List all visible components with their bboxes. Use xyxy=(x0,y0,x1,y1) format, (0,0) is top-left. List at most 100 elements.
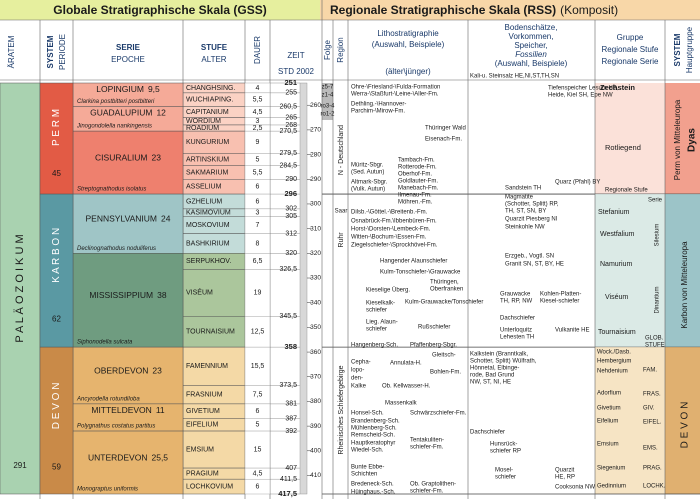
regional-unit: Givetium xyxy=(597,406,621,412)
time-tick-label: 340 xyxy=(310,299,321,306)
col-hs: SYSTEM xyxy=(673,33,682,66)
col-boden: Vorkommen, xyxy=(509,32,554,41)
litho-unit: Ohre-\Friesland-\Fulda-Formation xyxy=(351,85,440,91)
time-tick-label: 280 xyxy=(310,151,321,158)
col-zeit: ZEIT xyxy=(287,51,304,60)
col-stufe: STUFE xyxy=(201,43,228,52)
litho-unit: Hangender Alaunschiefer xyxy=(380,259,447,265)
time-tick-label: 300 xyxy=(310,201,321,208)
litho-unit: Manebach-Fm. xyxy=(398,186,439,192)
stage-name: GZHELIUM xyxy=(186,198,222,205)
stage-name: EIFELIUM xyxy=(186,422,218,429)
litho-unit: Remscheid-Sch. xyxy=(351,433,395,439)
stage-name: SERPUKHOV. xyxy=(186,258,231,265)
litho-unit: Schichten xyxy=(351,472,377,478)
series-box xyxy=(72,346,184,405)
litho-unit: Altmark-Sbgr. xyxy=(351,180,388,186)
litho-unit: Müritz-Sbgr. xyxy=(351,163,384,169)
col-reg-stufe: Regionale Stufe xyxy=(602,45,659,54)
rss-gruppe-bg xyxy=(595,83,665,195)
stage-duration: 6 xyxy=(256,198,260,205)
time-tick-label: 360 xyxy=(310,349,321,356)
system-name: D E V O N xyxy=(51,383,62,430)
region: Saar xyxy=(335,209,348,215)
col-serie: SERIE xyxy=(116,43,141,52)
resource: Heide, Kiel SH, Epe NW xyxy=(548,93,613,99)
series-label: MISSISSIPPIUM 38 xyxy=(89,290,166,300)
duration-cell xyxy=(244,269,271,317)
litho-unit: Kalke xyxy=(351,384,367,390)
regional-unit: Stefanium xyxy=(598,209,630,216)
regional-unit: Gedinnium xyxy=(597,484,626,490)
series-fossil: Jinogondolella nankingensis xyxy=(76,124,152,130)
system-duration: 62 xyxy=(52,315,61,324)
resource: Lehesten TH xyxy=(500,335,534,341)
litho-unit: Möhren.-Fm. xyxy=(398,200,433,206)
stage-duration: 5 xyxy=(256,156,260,163)
stage-name: PRAGIUM xyxy=(186,470,219,477)
litho-unit: Brandenberg-Sch. xyxy=(351,419,400,425)
resource: Vulkanite HE xyxy=(555,328,589,334)
gss-header-bg xyxy=(0,0,320,20)
global-stage-abbr: Dinantium xyxy=(655,286,661,313)
stage-duration: 3 xyxy=(256,118,260,125)
stage-duration: 9 xyxy=(256,139,260,146)
series-duration: 23 xyxy=(152,366,162,376)
rss-hauptgruppe-bg xyxy=(665,347,700,494)
duration-cell xyxy=(244,430,271,469)
series-name: LOPINGIUM xyxy=(96,84,144,94)
stage-duration: 15,5 xyxy=(251,363,265,370)
litho-unit: Ob. Kellwasser-H. xyxy=(382,384,431,390)
stage-duration: 5,5 xyxy=(253,169,263,176)
regional-unit: Siegenium xyxy=(597,466,625,472)
col-alter: ALTER xyxy=(201,55,226,64)
time-tick-label: 390 xyxy=(310,423,321,430)
regional-unit: Tournaisium xyxy=(598,329,636,336)
litho-unit: Massenkalk xyxy=(385,401,418,407)
stage-duration: 4,5 xyxy=(253,470,263,477)
regional-unit: Hembergium xyxy=(597,359,631,365)
global-stage-abbr: PRAG. xyxy=(643,466,662,472)
litho-unit: lopo- xyxy=(351,368,364,374)
stage-duration: 15 xyxy=(254,446,262,453)
col-reg-serie: Regionale Serie xyxy=(602,57,659,66)
stage-duration: 12,5 xyxy=(251,329,265,336)
duration-cell xyxy=(244,346,271,386)
main-group: Perm von Mitteleuropa xyxy=(673,99,682,180)
resource: Kalkstein (Branntkalk, xyxy=(470,352,528,358)
resource: Hunsrück- xyxy=(490,442,517,448)
system-name: P E R M xyxy=(51,109,62,146)
region: N - Deutschland xyxy=(338,125,345,175)
age-label: 312 xyxy=(285,230,297,237)
litho-unit: Thüringer Wald xyxy=(425,126,466,132)
col-zeit-note: STD 2002 xyxy=(278,67,315,76)
series-duration: 38 xyxy=(157,290,167,300)
litho-unit: Ziegelschiefer-\Sprockhövel-Fm. xyxy=(351,243,438,249)
age-label: 268 xyxy=(285,122,297,129)
resource: Tiefenspeicher Lesum HB, xyxy=(548,86,619,92)
resource: (Schotter, Splitt) RP, xyxy=(505,202,559,208)
regional-unit: Nehdenium xyxy=(597,369,628,375)
series-fossil: Polygnathus costatus partitus xyxy=(77,424,155,430)
series-label: CISURALIUM 23 xyxy=(95,153,161,163)
series-fossil: Declinognathodus noduliferus xyxy=(77,246,156,252)
series-duration: 25,5 xyxy=(151,453,168,463)
stage-name: ARTINSKIUM xyxy=(186,156,229,163)
stage-duration: 6,5 xyxy=(253,258,263,265)
resource: Unterloquitz xyxy=(500,328,532,334)
time-tick-label: 320 xyxy=(310,250,321,257)
series-fossil: Clarkina postbitteri postbitteri xyxy=(77,99,155,105)
time-bar xyxy=(299,82,308,495)
aratem-box xyxy=(0,82,41,495)
global-stage-abbr: STUFE xyxy=(645,343,665,349)
col-epoche: EPOCHE xyxy=(111,55,145,64)
regional-unit: Westfalium xyxy=(600,231,635,238)
col-aratem: ÄRATEM xyxy=(7,35,16,68)
age-label: 381 xyxy=(285,401,297,408)
folge-bg xyxy=(322,83,333,120)
litho-unit: Kieselkalk- xyxy=(366,301,395,307)
time-tick-label: 350 xyxy=(310,324,321,331)
global-stage-abbr: EIFEL. xyxy=(643,420,662,426)
resource: NW, ST, NI, HE xyxy=(470,380,511,386)
litho-unit: Ob. Graptolithen- xyxy=(410,482,456,488)
